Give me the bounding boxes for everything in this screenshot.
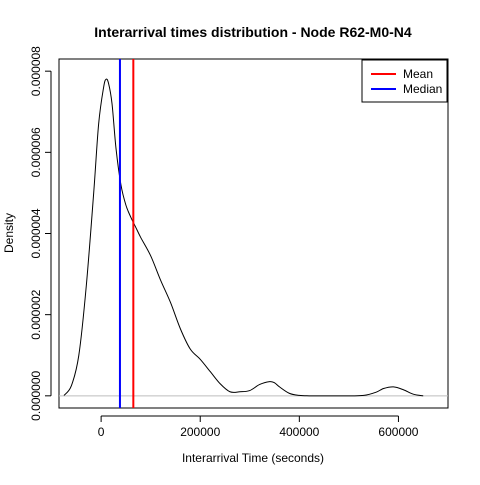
y-tick-label: 0.000002 (29, 289, 43, 339)
legend-label-median: Median (403, 82, 442, 96)
y-tick-label: 0.000004 (29, 208, 43, 258)
x-axis: 0 200000 400000 600000 (98, 415, 419, 439)
x-axis-label: Interarrival Time (seconds) (182, 451, 324, 465)
reference-lines (118, 59, 135, 408)
legend-box (361, 59, 448, 103)
y-tick-label: 0.000008 (29, 46, 43, 96)
y-tick-label: 0.000006 (29, 127, 43, 177)
legend-label-mean: Mean (403, 67, 433, 81)
x-tick-label: 600000 (378, 425, 418, 439)
x-tick-label: 0 (98, 425, 105, 439)
y-axis: 0.000000 0.000002 0.000004 0.000006 0.000008 (29, 46, 52, 421)
density-curve (63, 78, 424, 397)
chart-title: Interarrival times distribution - Node R… (94, 24, 412, 40)
plot-frame (58, 58, 449, 409)
x-tick-label: 400000 (279, 425, 319, 439)
y-axis-label: Density (2, 213, 16, 253)
y-tick-label: 0.000000 (29, 370, 43, 420)
x-tick-label: 200000 (180, 425, 220, 439)
